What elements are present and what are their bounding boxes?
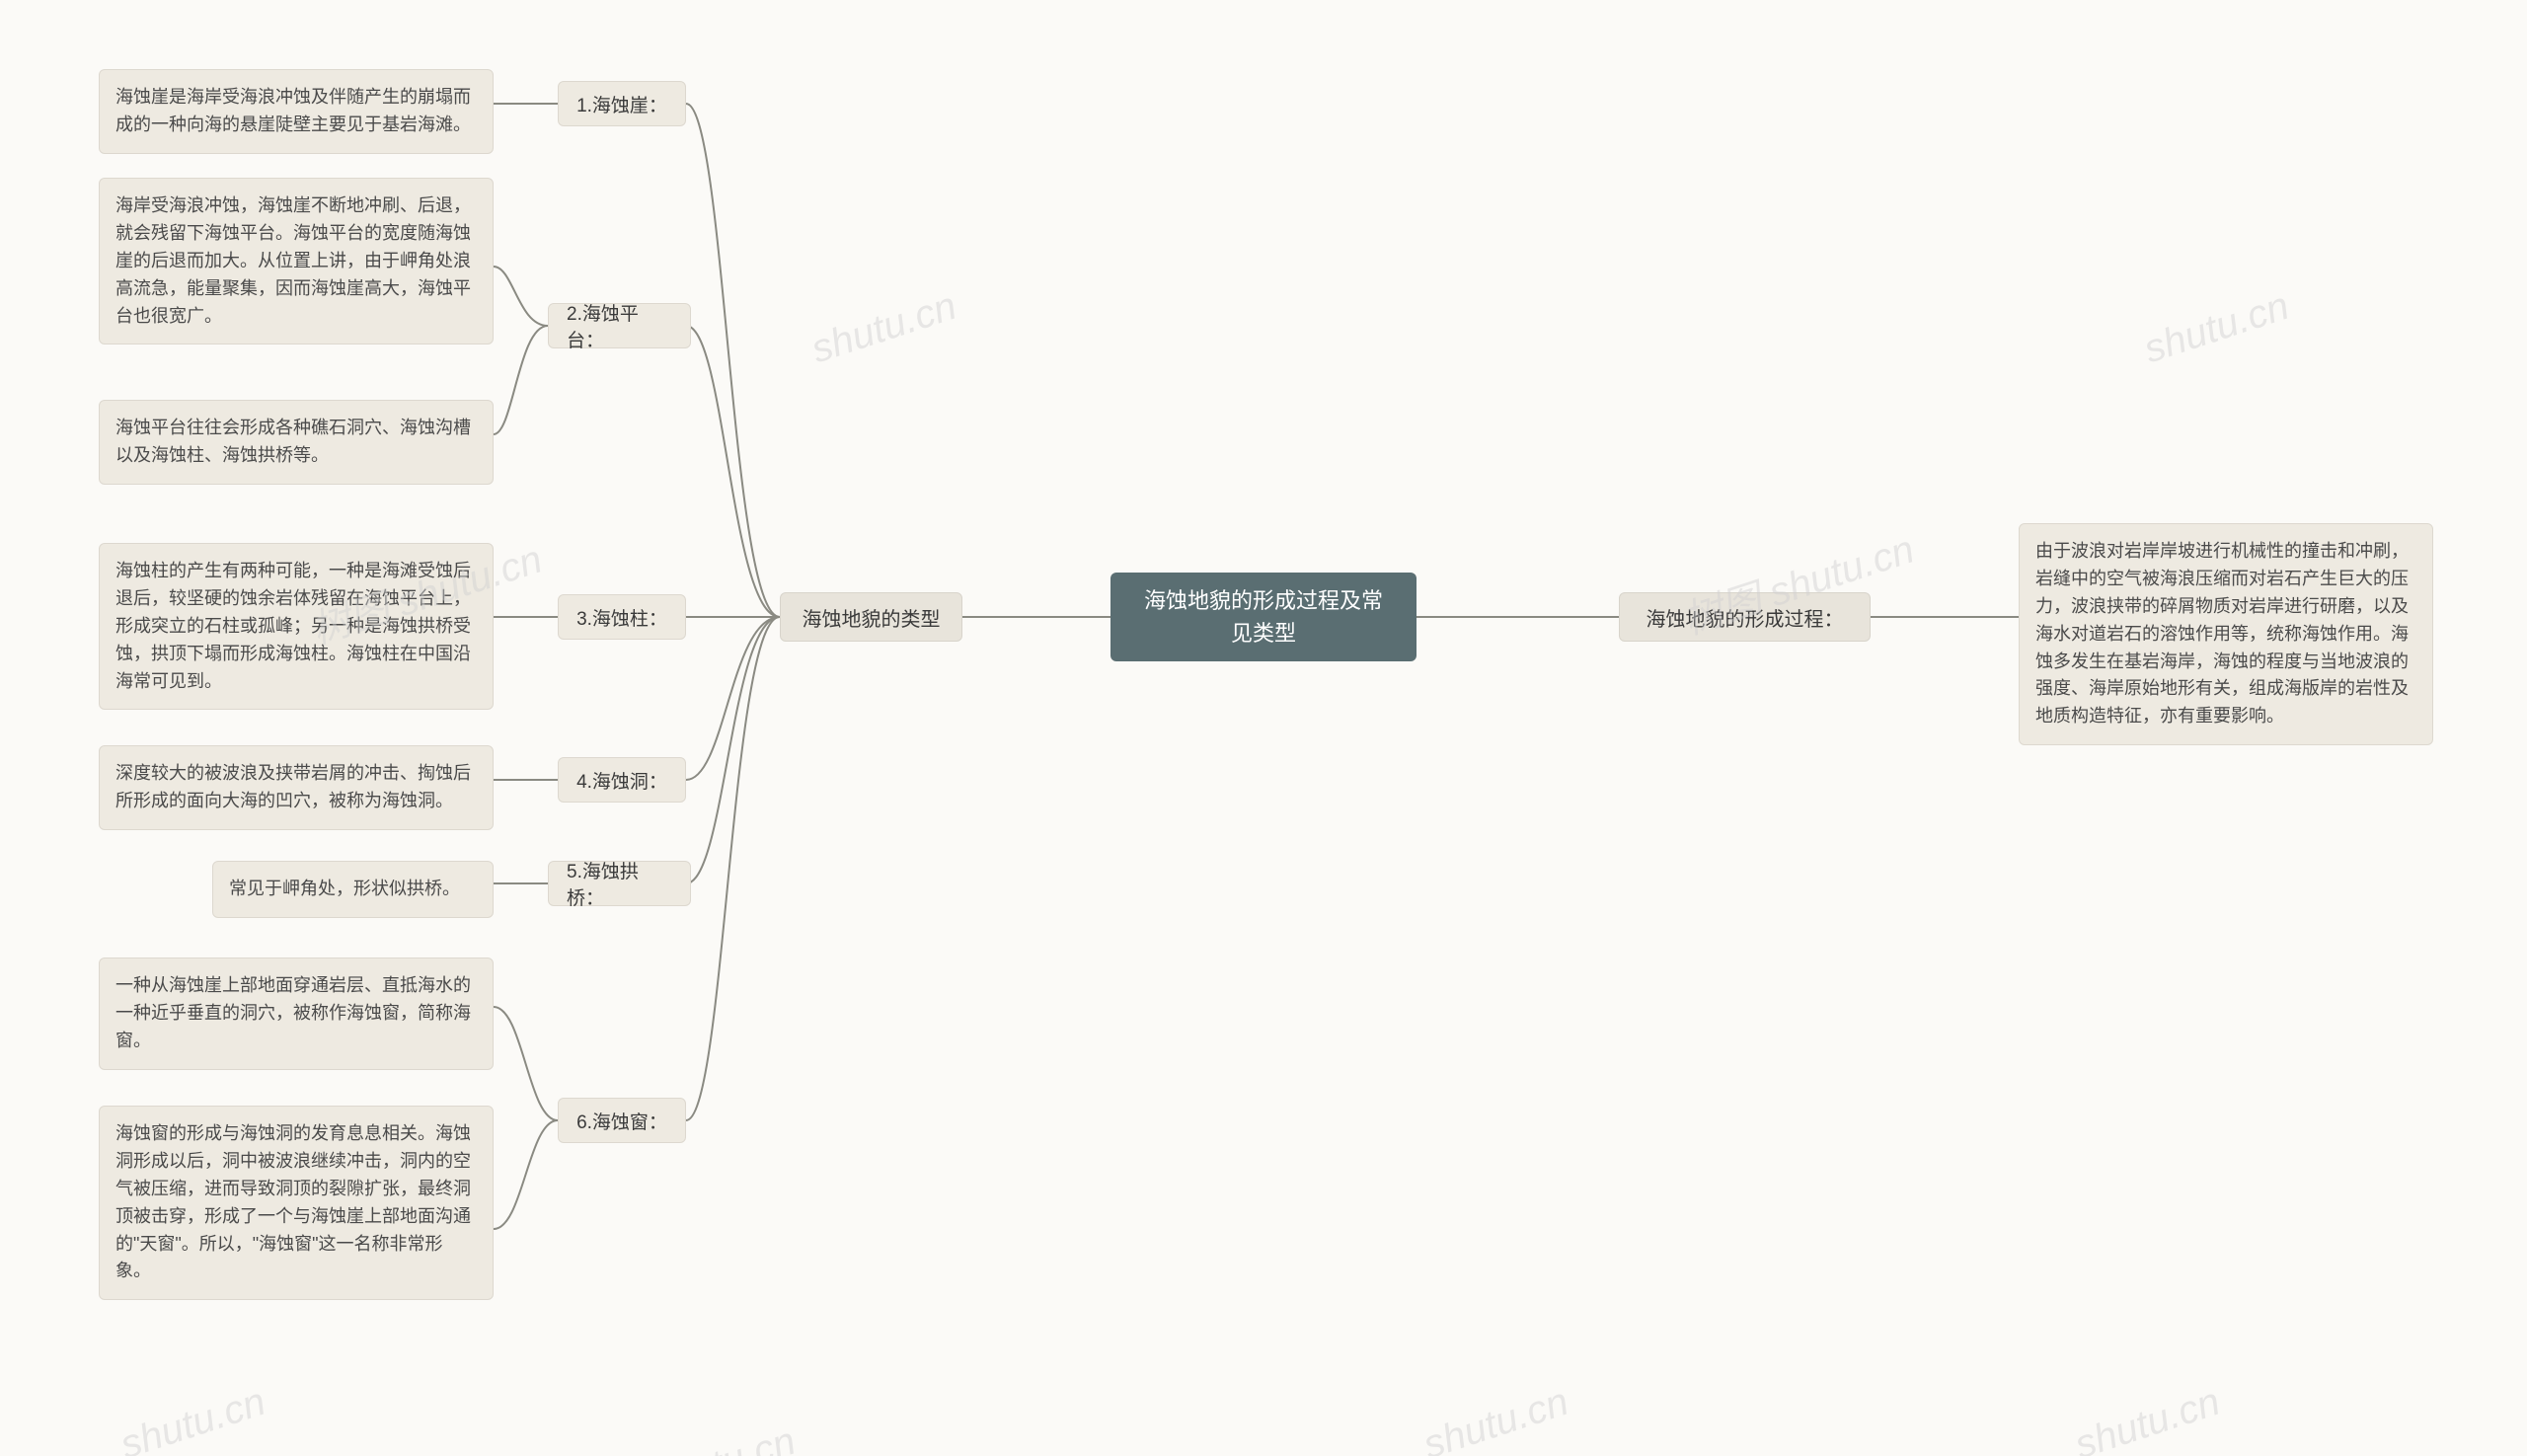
type-1-leaf-0: 海蚀崖是海岸受海浪冲蚀及伴随产生的崩塌而成的一种向海的悬崖陡壁主要见于基岩海滩。 <box>99 69 494 154</box>
type-4-leaf-0-text: 深度较大的被波浪及挟带岩屑的冲击、掏蚀后所形成的面向大海的凹穴，被称为海蚀洞。 <box>115 760 477 815</box>
type-5-leaf-0-text: 常见于岬角处，形状似拱桥。 <box>229 876 460 903</box>
branch-formation-process: 海蚀地貌的形成过程： <box>1619 592 1871 642</box>
type-6-leaf-1: 海蚀窗的形成与海蚀洞的发育息息相关。海蚀洞形成以后，洞中被波浪继续冲击，洞内的空… <box>99 1106 494 1300</box>
type-2-leaf-1-text: 海蚀平台往往会形成各种礁石洞穴、海蚀沟槽以及海蚀柱、海蚀拱桥等。 <box>115 415 477 470</box>
type-1-node: 1.海蚀崖： <box>558 81 686 126</box>
watermark: shutu.cn <box>115 1380 271 1456</box>
leaf-formation-process-text: 由于波浪对岩岸岸坡进行机械性的撞击和冲刷，岩缝中的空气被海浪压缩而对岩石产生巨大… <box>2035 538 2416 730</box>
leaf-formation-process-desc: 由于波浪对岩岸岸坡进行机械性的撞击和冲刷，岩缝中的空气被海浪压缩而对岩石产生巨大… <box>2019 523 2433 745</box>
type-5-node: 5.海蚀拱桥： <box>548 861 691 906</box>
type-3-leaf-0-text: 海蚀柱的产生有两种可能，一种是海滩受蚀后退后，较坚硬的蚀余岩体残留在海蚀平台上，… <box>115 558 477 695</box>
type-6-leaf-0: 一种从海蚀崖上部地面穿通岩层、直抵海水的一种近乎垂直的洞穴，被称作海蚀窗，简称海… <box>99 958 494 1070</box>
branch-formation-process-label: 海蚀地貌的形成过程： <box>1646 603 1844 632</box>
type-2-node: 2.海蚀平台： <box>548 303 691 348</box>
type-4-label: 4.海蚀洞： <box>576 767 667 794</box>
type-6-leaf-1-text: 海蚀窗的形成与海蚀洞的发育息息相关。海蚀洞形成以后，洞中被波浪继续冲击，洞内的空… <box>115 1120 477 1285</box>
type-6-label: 6.海蚀窗： <box>576 1108 667 1134</box>
type-6-leaf-0-text: 一种从海蚀崖上部地面穿通岩层、直抵海水的一种近乎垂直的洞穴，被称作海蚀窗，简称海… <box>115 972 477 1055</box>
type-1-leaf-0-text: 海蚀崖是海岸受海浪冲蚀及伴随产生的崩塌而成的一种向海的悬崖陡壁主要见于基岩海滩。 <box>115 84 477 139</box>
type-5-leaf-0: 常见于岬角处，形状似拱桥。 <box>212 861 494 918</box>
root-title-line2: 见类型 <box>1144 617 1383 650</box>
branch-types: 海蚀地貌的类型 <box>780 592 962 642</box>
type-4-leaf-0: 深度较大的被波浪及挟带岩屑的冲击、掏蚀后所形成的面向大海的凹穴，被称为海蚀洞。 <box>99 745 494 830</box>
watermark: shutu.cn <box>1418 1380 1574 1456</box>
root-title-line1: 海蚀地貌的形成过程及常 <box>1144 584 1383 617</box>
type-4-node: 4.海蚀洞： <box>558 757 686 803</box>
type-3-node: 3.海蚀柱： <box>558 594 686 640</box>
root-node: 海蚀地貌的形成过程及常 见类型 <box>1110 573 1417 661</box>
watermark: tu.cn <box>706 1419 801 1456</box>
type-2-leaf-1: 海蚀平台往往会形成各种礁石洞穴、海蚀沟槽以及海蚀柱、海蚀拱桥等。 <box>99 400 494 485</box>
type-3-leaf-0: 海蚀柱的产生有两种可能，一种是海滩受蚀后退后，较坚硬的蚀余岩体残留在海蚀平台上，… <box>99 543 494 710</box>
type-6-node: 6.海蚀窗： <box>558 1098 686 1143</box>
branch-types-label: 海蚀地貌的类型 <box>803 603 941 632</box>
type-1-label: 1.海蚀崖： <box>576 91 667 117</box>
type-2-label: 2.海蚀平台： <box>567 299 672 352</box>
watermark: shutu.cn <box>2139 284 2295 373</box>
type-2-leaf-0: 海岸受海浪冲蚀，海蚀崖不断地冲刷、后退，就会残留下海蚀平台。海蚀平台的宽度随海蚀… <box>99 178 494 345</box>
watermark: shutu.cn <box>2070 1380 2226 1456</box>
type-2-leaf-0-text: 海岸受海浪冲蚀，海蚀崖不断地冲刷、后退，就会残留下海蚀平台。海蚀平台的宽度随海蚀… <box>115 192 477 330</box>
watermark: shutu.cn <box>806 284 962 373</box>
type-3-label: 3.海蚀柱： <box>576 604 667 631</box>
type-5-label: 5.海蚀拱桥： <box>567 857 672 910</box>
